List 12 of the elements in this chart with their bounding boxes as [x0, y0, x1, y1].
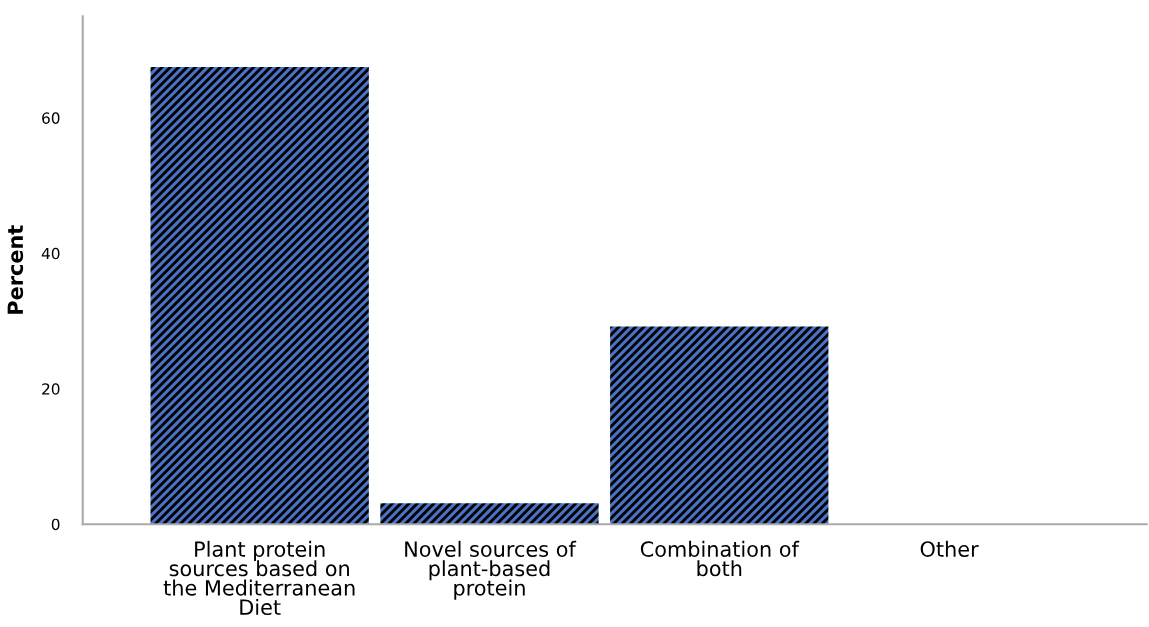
- y-axis-title: Percent: [7, 225, 24, 314]
- x-tick-label: Combination of both: [640, 540, 800, 577]
- x-tick-label: Novel sources of plant-based protein: [405, 540, 577, 600]
- bar: [610, 326, 829, 525]
- bar: [150, 67, 369, 525]
- y-tick-label: 40: [41, 247, 60, 260]
- bar: [380, 503, 599, 525]
- x-tick-label: Other: [920, 540, 979, 557]
- y-tick-label: 60: [42, 112, 60, 124]
- y-tick-label: 0: [51, 518, 60, 531]
- y-tick-label: 20: [42, 383, 60, 395]
- x-tick-label: Plant protein sources based on the Mediterranean Diet: [163, 540, 355, 616]
